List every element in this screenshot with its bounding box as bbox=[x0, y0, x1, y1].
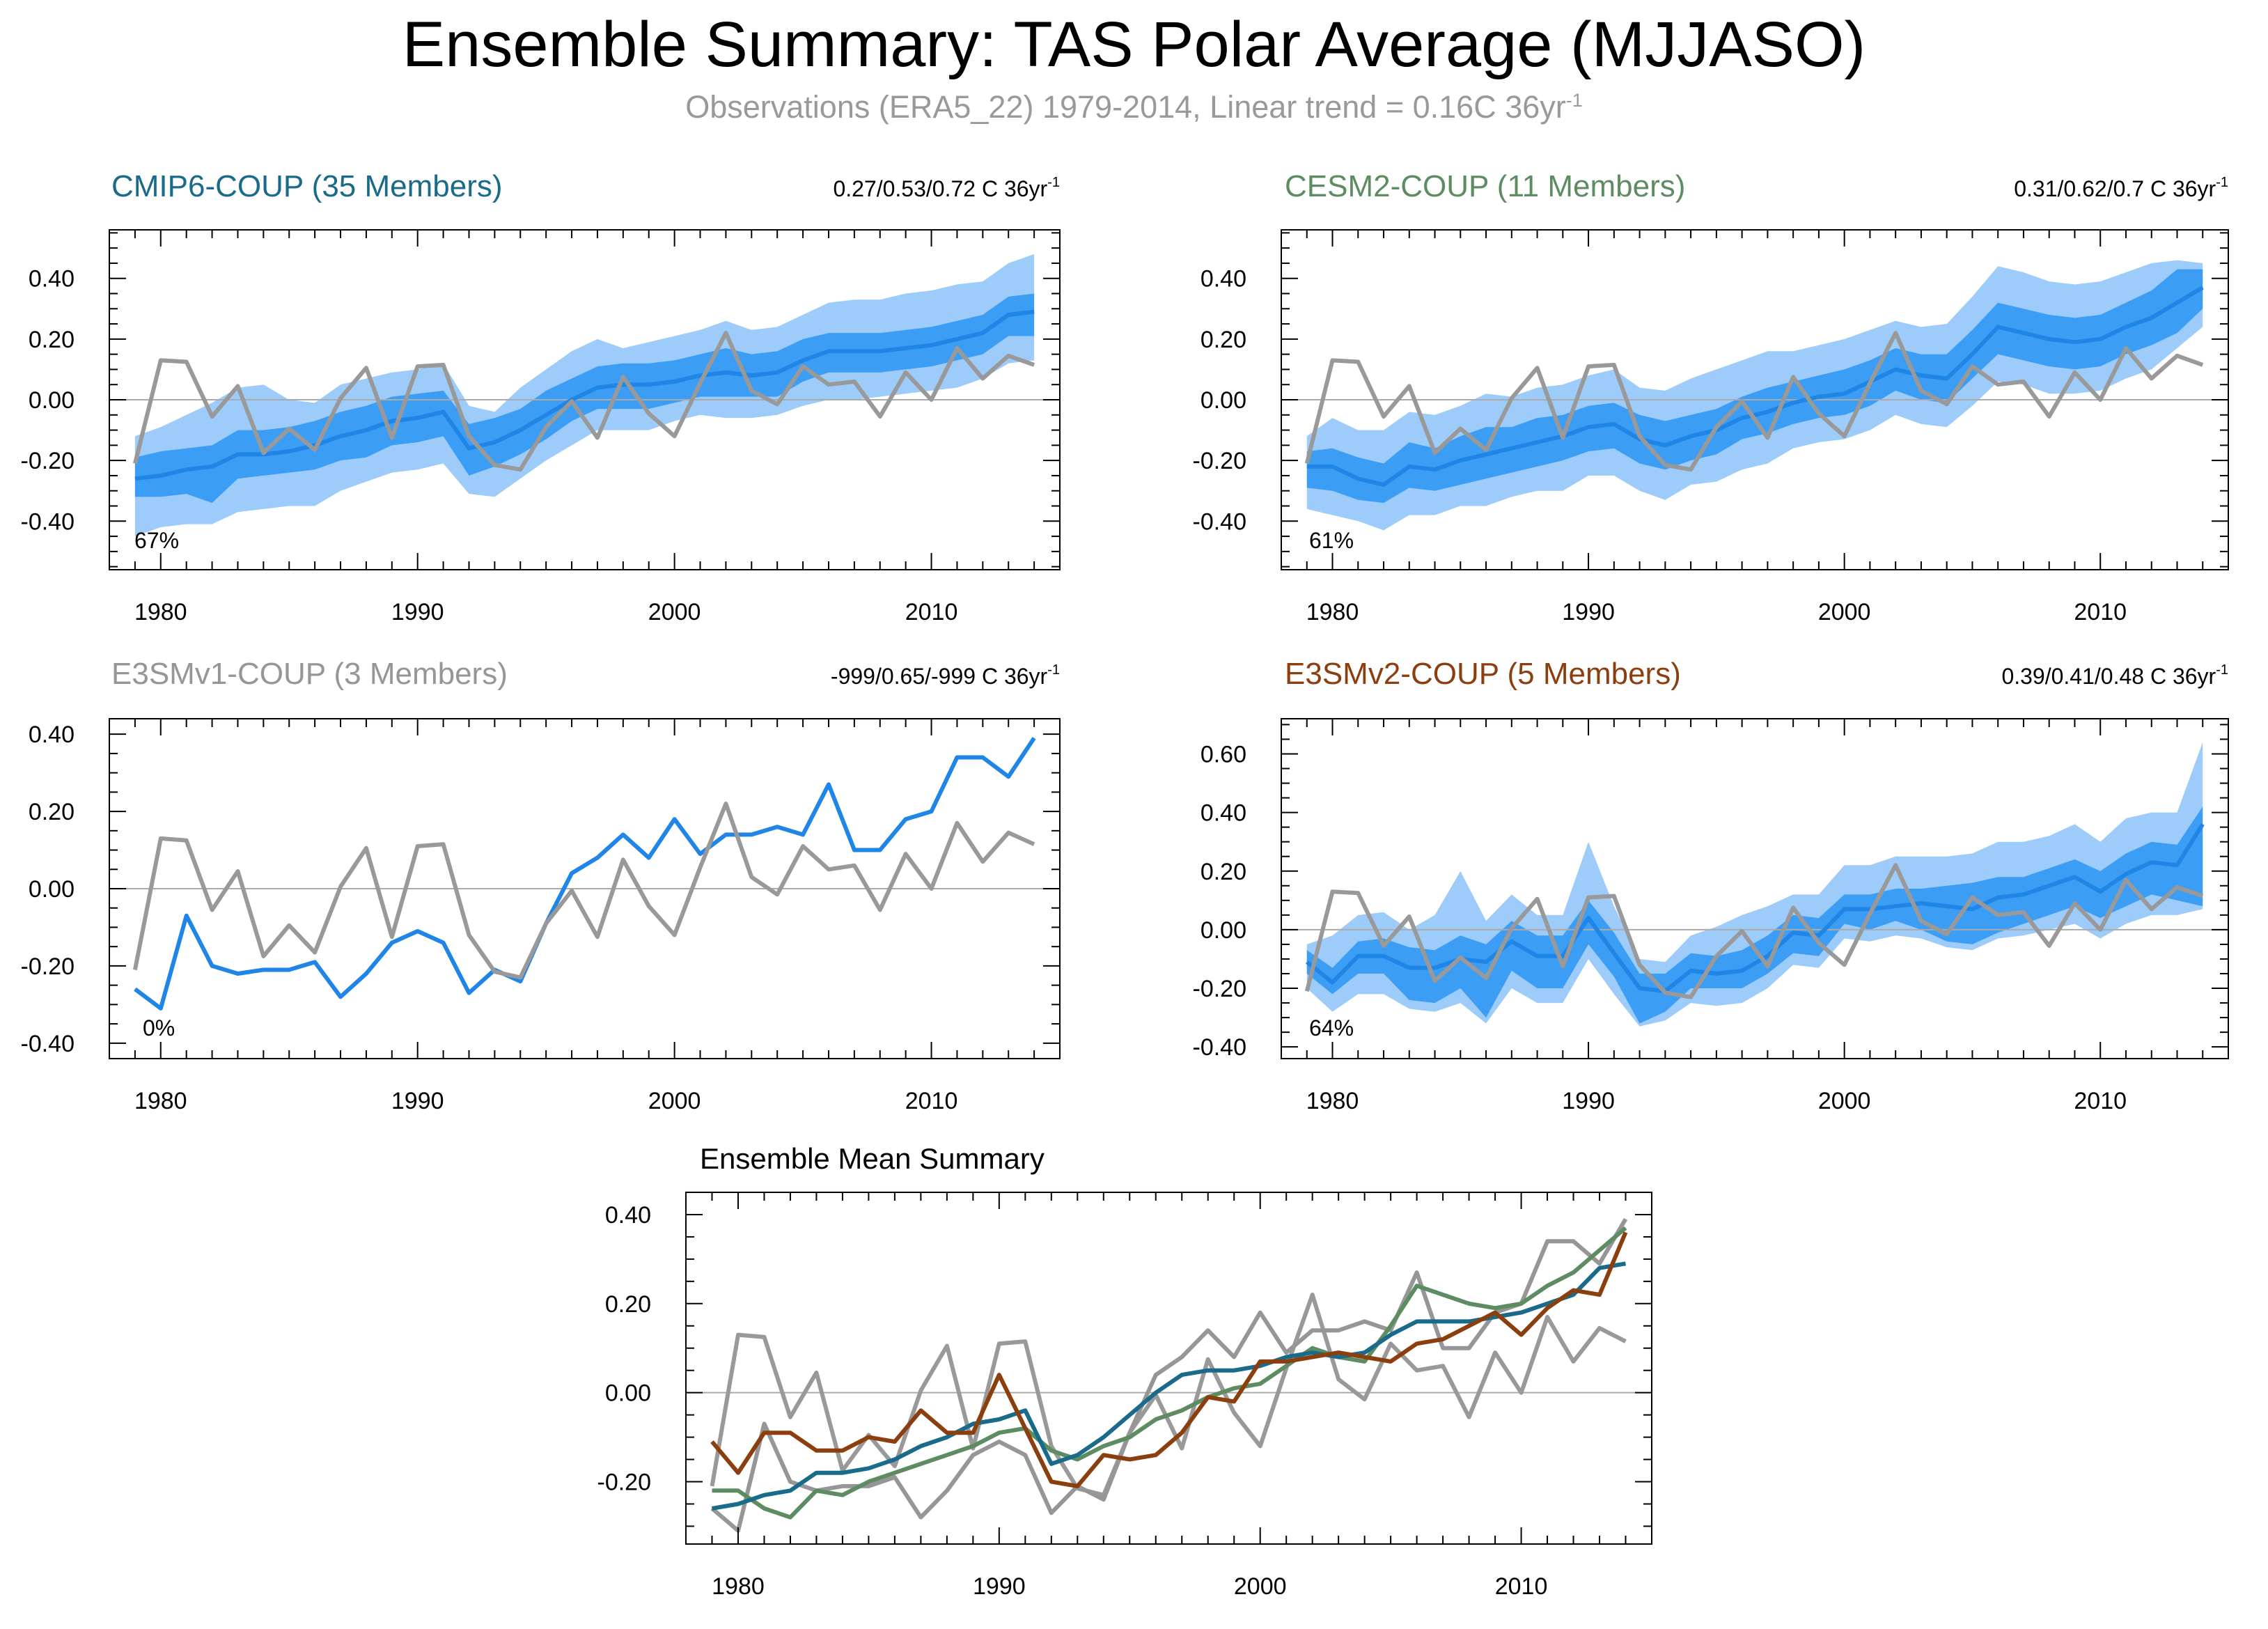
y-tick-label: 0.00 bbox=[1201, 917, 1246, 944]
series-line-cesm2-coup bbox=[712, 1226, 1627, 1520]
trend-label-text: -999/0.65/-999 C 36yr bbox=[831, 664, 1048, 689]
series-line-e3smv1-coup bbox=[710, 1217, 1628, 1533]
x-tick-label: 1980 bbox=[712, 1573, 765, 1600]
trend-label-text: 0.31/0.62/0.7 C 36yr bbox=[2014, 176, 2216, 201]
trend-label-superscript: -1 bbox=[2216, 175, 2228, 190]
y-tick-label: 0.00 bbox=[29, 387, 75, 414]
observation-line bbox=[132, 802, 1035, 980]
y-tick-label: -0.40 bbox=[1193, 508, 1247, 535]
y-tick-label: -0.20 bbox=[597, 1470, 652, 1496]
y-tick-label: -0.40 bbox=[21, 1031, 75, 1057]
x-tick-label: 1990 bbox=[1562, 1088, 1615, 1114]
panel-4: -0.20 0.00 0.20 0.40 1980 1990 2000 2010 Ensembl… bbox=[597, 1142, 1652, 1600]
y-tick-label: 0.20 bbox=[29, 327, 75, 353]
observation-line bbox=[1304, 331, 2204, 472]
trend-label: 0.31/0.62/0.7 C 36yr-1 bbox=[2014, 175, 2228, 201]
y-tick-label: -0.20 bbox=[21, 448, 75, 474]
x-tick-label: 1990 bbox=[973, 1573, 1026, 1600]
x-tick-label: 1980 bbox=[1306, 1088, 1359, 1114]
panel-3: -0.40 -0.20 0.00 0.20 0.40 0.60 1980 1990 2000 20… bbox=[1193, 657, 2229, 1114]
percent-label: 61% bbox=[1309, 528, 1354, 553]
panel-1: -0.40 -0.20 0.00 0.20 0.40 1980 1990 2000 2010 CE… bbox=[1193, 169, 2229, 625]
percent-label: 67% bbox=[134, 528, 179, 553]
x-tick-label: 1980 bbox=[134, 1088, 187, 1114]
panel-title: Ensemble Mean Summary bbox=[700, 1142, 1045, 1175]
plot-area bbox=[1281, 260, 2228, 531]
observation-line bbox=[132, 331, 1035, 472]
y-tick-label: 0.00 bbox=[1201, 387, 1246, 414]
y-tick-label: 0.40 bbox=[1201, 266, 1246, 293]
trend-label-superscript: -1 bbox=[1047, 662, 1060, 678]
observation-line bbox=[1304, 863, 2204, 999]
series-line-cmip6-coup bbox=[711, 1261, 1627, 1511]
x-tick-label: 2000 bbox=[648, 599, 701, 625]
percent-label: 0% bbox=[143, 1015, 175, 1040]
x-tick-label: 2010 bbox=[1495, 1573, 1548, 1600]
ensemble-mean-line bbox=[134, 737, 1036, 1011]
series-line-e3smv2-coup bbox=[710, 1231, 1628, 1488]
x-tick-label: 2000 bbox=[1818, 599, 1871, 625]
trend-label: 0.39/0.41/0.48 C 36yr-1 bbox=[2001, 662, 2228, 689]
panel-0: -0.40 -0.20 0.00 0.20 0.40 1980 1990 2000 2010 CM… bbox=[21, 169, 1061, 625]
y-tick-label: -0.40 bbox=[1193, 1034, 1247, 1061]
y-tick-label: 0.60 bbox=[1201, 741, 1246, 767]
y-tick-label: -0.20 bbox=[21, 953, 75, 980]
plot-area bbox=[1281, 742, 2228, 1027]
y-tick-label: 0.00 bbox=[29, 876, 75, 903]
spread-band-inner bbox=[1306, 806, 2203, 1024]
spread-band-inner bbox=[134, 293, 1035, 504]
x-tick-label: 2010 bbox=[2074, 599, 2127, 625]
x-tick-label: 2000 bbox=[648, 1088, 701, 1114]
y-tick-label: -0.20 bbox=[1193, 448, 1247, 474]
ensemble-mean-line bbox=[134, 309, 1035, 481]
x-tick-label: 1990 bbox=[391, 599, 444, 625]
ensemble-mean-line bbox=[1306, 286, 2204, 487]
x-tick-label: 1980 bbox=[134, 599, 187, 625]
plot-frame bbox=[1281, 718, 2229, 1059]
trend-label-text: 0.39/0.41/0.48 C 36yr bbox=[2001, 664, 2216, 689]
x-tick-label: 1980 bbox=[1306, 599, 1359, 625]
figure-subtitle: Observations (ERA5_22) 1979-2014, Linear… bbox=[0, 89, 2268, 125]
x-tick-label: 2010 bbox=[905, 599, 958, 625]
plot-frame bbox=[685, 1192, 1652, 1545]
y-tick-label: 0.20 bbox=[1201, 327, 1246, 353]
trend-label-text: 0.27/0.53/0.72 C 36yr bbox=[833, 176, 1047, 201]
y-tick-label: 0.20 bbox=[1201, 859, 1246, 885]
y-tick-label: 0.00 bbox=[605, 1380, 651, 1407]
trend-label-superscript: -1 bbox=[2216, 662, 2228, 678]
panel-title: E3SMv2-COUP (5 Members) bbox=[1285, 657, 1681, 691]
y-tick-label: 0.20 bbox=[29, 799, 75, 825]
x-tick-label: 2010 bbox=[2074, 1088, 2127, 1114]
subtitle-text: Observations (ERA5_22) 1979-2014, Linear… bbox=[685, 89, 1566, 125]
trend-label: 0.27/0.53/0.72 C 36yr-1 bbox=[833, 175, 1060, 201]
panel-title: E3SMv1-COUP (3 Members) bbox=[111, 657, 508, 691]
subtitle-superscript: -1 bbox=[1565, 90, 1583, 111]
figure-title: Ensemble Summary: TAS Polar Average (MJJ… bbox=[402, 9, 1866, 80]
y-tick-label: 0.20 bbox=[605, 1291, 651, 1318]
plot-area bbox=[686, 1217, 1652, 1533]
y-tick-label: -0.20 bbox=[1193, 976, 1247, 1002]
y-tick-label: 0.40 bbox=[29, 722, 75, 748]
x-tick-label: 2010 bbox=[905, 1088, 958, 1114]
plot-area bbox=[109, 254, 1060, 537]
x-tick-label: 2000 bbox=[1234, 1573, 1287, 1600]
y-tick-label: 0.40 bbox=[29, 266, 75, 293]
panel-title: CMIP6-COUP (35 Members) bbox=[111, 169, 503, 203]
plot-area bbox=[109, 737, 1060, 1011]
panel-2: -0.40 -0.20 0.00 0.20 0.40 1980 1990 2000 2010 E3… bbox=[21, 657, 1061, 1114]
x-tick-label: 2000 bbox=[1818, 1088, 1871, 1114]
trend-label: -999/0.65/-999 C 36yr-1 bbox=[831, 662, 1060, 689]
panel-title: CESM2-COUP (11 Members) bbox=[1285, 169, 1685, 203]
percent-label: 64% bbox=[1309, 1015, 1354, 1040]
y-tick-label: 0.40 bbox=[605, 1202, 651, 1229]
y-tick-label: 0.40 bbox=[1201, 800, 1246, 827]
x-tick-label: 1990 bbox=[1562, 599, 1615, 625]
trend-label-superscript: -1 bbox=[1047, 175, 1060, 190]
y-tick-label: -0.40 bbox=[21, 508, 75, 535]
x-tick-label: 1990 bbox=[391, 1088, 444, 1114]
